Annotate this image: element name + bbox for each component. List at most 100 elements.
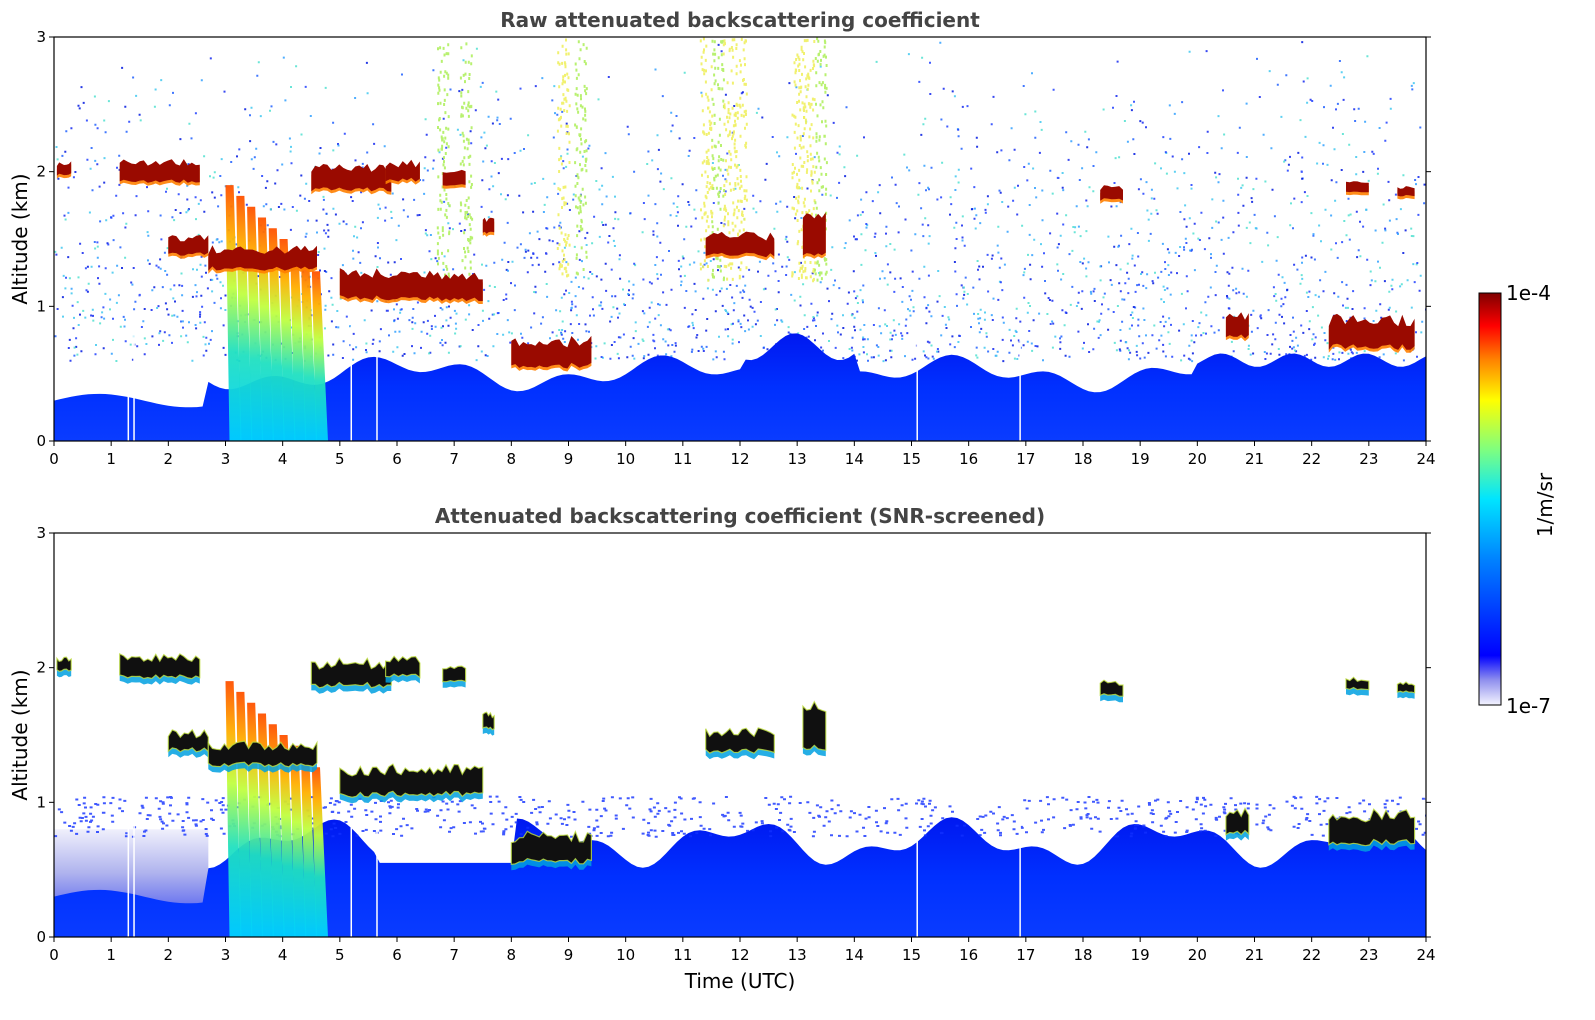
precip-streak	[311, 767, 328, 937]
cloud-edge	[339, 763, 484, 798]
precip-streak	[301, 756, 318, 937]
precip-streak	[279, 735, 296, 937]
cloud-edge	[119, 652, 201, 680]
colorbar-unit-label: 1/m/sr	[1533, 472, 1557, 537]
boundary-layer-region	[54, 333, 1426, 441]
cloud-core	[56, 161, 72, 176]
y-tick-label: 0	[36, 928, 46, 946]
y-tick-label: 0	[36, 432, 46, 450]
cloud-core	[511, 335, 592, 369]
x-tick-label: 17	[1016, 450, 1035, 468]
cloud-edge	[442, 665, 467, 683]
panel1-y-axis-label: Altitude (km)	[8, 173, 32, 304]
x-tick-label: 15	[902, 450, 921, 468]
cloud-core	[802, 701, 826, 751]
noise-streak	[734, 37, 748, 280]
cloud-core	[482, 217, 495, 234]
precip-streak	[268, 724, 285, 937]
cloud-edge	[482, 711, 495, 731]
cloud-core	[442, 169, 466, 186]
x-tick-label: 0	[49, 450, 59, 468]
panel2-y-axis-label: Altitude (km)	[8, 669, 32, 800]
screened-backscatter-panel: Attenuated backscattering coefficient (S…	[8, 504, 1436, 993]
noise-streak	[791, 45, 805, 281]
cloud-edge	[310, 657, 392, 689]
cloud-core	[385, 656, 420, 678]
x-tick-label: 7	[449, 450, 459, 468]
cloud-edge	[1345, 676, 1370, 691]
panel1-title: Raw attenuated backscattering coefficien…	[500, 8, 980, 32]
x-tick-label: 6	[392, 946, 402, 964]
x-tick-label: 9	[564, 946, 574, 964]
precip-streak	[279, 239, 296, 441]
cloud-core	[705, 727, 775, 754]
cloud-core	[119, 653, 200, 679]
precip-streak	[268, 228, 285, 441]
cloud-core	[339, 268, 483, 301]
cloud-edge	[385, 655, 421, 679]
y-tick-label: 2	[36, 163, 46, 181]
x-tick-label: 11	[673, 450, 692, 468]
x-tick-label: 13	[788, 946, 807, 964]
x-tick-label: 12	[730, 946, 749, 964]
x-tick-label: 11	[673, 946, 692, 964]
y-tick-label: 3	[36, 28, 46, 46]
x-tick-label: 1	[106, 450, 116, 468]
x-tick-label: 21	[1245, 946, 1264, 964]
panel2-y-ticks: 0 1 2 3	[36, 524, 1431, 946]
cloud-core	[442, 666, 466, 682]
cloud-core	[311, 164, 392, 192]
x-tick-label: 2	[164, 450, 174, 468]
x-tick-label: 21	[1245, 450, 1264, 468]
x-tick-label: 19	[1131, 946, 1150, 964]
raw-backscatter-panel: Raw attenuated backscattering coefficien…	[8, 8, 1436, 468]
cloud-core	[119, 159, 200, 183]
x-tick-label: 9	[564, 450, 574, 468]
cloud-core	[1328, 809, 1415, 846]
noise-streak	[711, 39, 726, 282]
y-tick-label: 2	[36, 659, 46, 677]
cloud-core	[511, 831, 592, 865]
cloud-edge	[1396, 681, 1416, 694]
x-tick-label: 18	[1073, 450, 1092, 468]
cloud-core	[208, 741, 317, 767]
cloud-core	[208, 245, 317, 271]
x-tick-label: 10	[616, 946, 635, 964]
noise-streak	[574, 40, 588, 276]
x-tick-label: 22	[1302, 946, 1321, 964]
x-tick-label: 24	[1416, 450, 1435, 468]
noise-streak	[556, 38, 571, 278]
cloud-core	[705, 231, 775, 258]
x-tick-label: 23	[1359, 450, 1378, 468]
cloud-edge	[802, 700, 827, 751]
cloud-core	[1225, 808, 1249, 835]
precip-streak	[225, 681, 242, 937]
cloud-core	[1328, 313, 1415, 350]
x-tick-label: 3	[221, 450, 231, 468]
precip-streak	[290, 745, 307, 937]
noise-streak	[459, 42, 474, 283]
cloud-edge	[207, 740, 318, 768]
cloud-edge	[1328, 808, 1416, 847]
x-tick-label: 16	[959, 450, 978, 468]
boundary-layer-region	[54, 817, 1426, 937]
noise-streak	[802, 38, 817, 283]
cloud-core	[311, 658, 392, 688]
x-tick-label: 17	[1016, 946, 1035, 964]
cloud-edge	[1225, 807, 1250, 836]
x-tick-label: 14	[845, 946, 864, 964]
x-tick-label: 7	[449, 946, 459, 964]
y-tick-label: 1	[36, 297, 46, 315]
cloud-core	[56, 657, 72, 672]
x-tick-label: 1	[106, 946, 116, 964]
colorbar-max-label: 1e-4	[1506, 281, 1551, 305]
precip-streak	[311, 271, 328, 441]
cloud-core	[385, 159, 420, 182]
cloud-core	[1397, 186, 1415, 197]
x-tick-label: 18	[1073, 946, 1092, 964]
precip-streak	[301, 260, 318, 441]
x-tick-label: 4	[278, 450, 288, 468]
x-tick-label: 8	[507, 450, 517, 468]
panel1-clouds	[56, 159, 1415, 372]
panel2-x-axis-label: Time (UTC)	[684, 969, 796, 993]
